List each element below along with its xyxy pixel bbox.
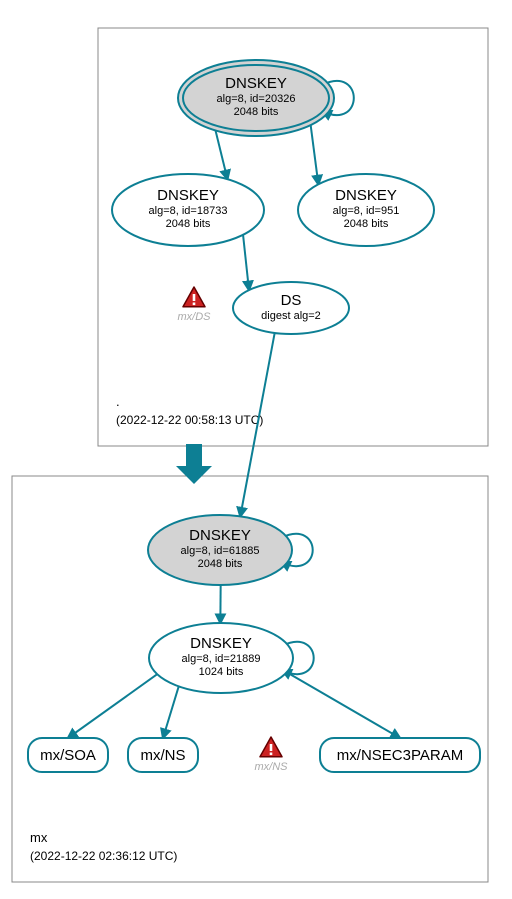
warning-label: mx/DS	[178, 311, 212, 323]
warning-label: mx/NS	[255, 761, 289, 773]
svg-text:alg=8, id=20326: alg=8, id=20326	[217, 93, 296, 105]
node-label: mx/SOA	[40, 747, 96, 764]
svg-text:alg=8, id=21889: alg=8, id=21889	[182, 653, 261, 665]
node-label: DS	[281, 292, 302, 309]
node-label: DNSKEY	[335, 187, 397, 204]
node-rrNS: mx/NS	[128, 738, 198, 772]
node-label: DNSKEY	[157, 187, 219, 204]
svg-text:2048 bits: 2048 bits	[198, 558, 243, 570]
svg-text:2048 bits: 2048 bits	[166, 218, 211, 230]
node-rootKSK: DNSKEYalg=8, id=203262048 bits	[178, 60, 334, 136]
node-rootZSK2: DNSKEYalg=8, id=9512048 bits	[298, 174, 434, 246]
node-label: DNSKEY	[225, 75, 287, 92]
node-mxKSK: DNSKEYalg=8, id=618852048 bits	[148, 515, 292, 585]
svg-text:1024 bits: 1024 bits	[199, 666, 244, 678]
svg-text:alg=8, id=951: alg=8, id=951	[333, 205, 400, 217]
svg-text:(2022-12-22 02:36:12 UTC): (2022-12-22 02:36:12 UTC)	[30, 849, 177, 863]
node-label: mx/NSEC3PARAM	[337, 747, 463, 764]
warning-wDS: mx/DS	[178, 287, 212, 323]
node-rrSOA: mx/SOA	[28, 738, 108, 772]
node-rootZSK1: DNSKEYalg=8, id=187332048 bits	[112, 174, 264, 246]
zone-arrow	[176, 444, 212, 484]
node-ds: DSdigest alg=2	[233, 282, 349, 334]
svg-text:mx: mx	[30, 830, 48, 845]
warning-wNS: mx/NS	[255, 737, 289, 773]
node-label: DNSKEY	[189, 527, 251, 544]
svg-text:.: .	[116, 394, 120, 409]
node-label: DNSKEY	[190, 635, 252, 652]
svg-text:(2022-12-22 00:58:13 UTC): (2022-12-22 00:58:13 UTC)	[116, 413, 263, 427]
svg-text:alg=8, id=18733: alg=8, id=18733	[149, 205, 228, 217]
node-label: mx/NS	[141, 747, 186, 764]
svg-text:2048 bits: 2048 bits	[344, 218, 389, 230]
node-rrNSEC3: mx/NSEC3PARAM	[320, 738, 480, 772]
svg-text:alg=8, id=61885: alg=8, id=61885	[181, 545, 260, 557]
node-mxZSK: DNSKEYalg=8, id=218891024 bits	[149, 623, 293, 693]
svg-text:2048 bits: 2048 bits	[234, 106, 279, 118]
svg-text:digest alg=2: digest alg=2	[261, 310, 321, 322]
